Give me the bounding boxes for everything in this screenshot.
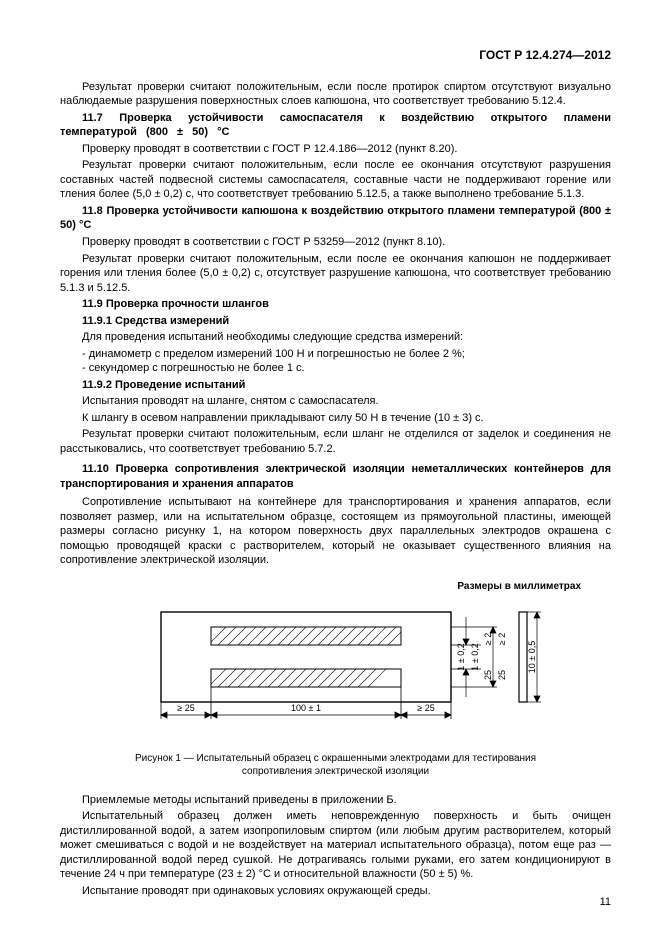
side-view <box>519 612 527 702</box>
dim-t1: 1 ± 0,2 <box>456 643 466 670</box>
figure-drawing: ≥ 25 100 ± 1 ≥ 25 <box>121 597 551 737</box>
dim-width-100: 100 ± 1 <box>291 703 321 713</box>
heading-11-8: 11.8 Проверка устойчивости капюшона к во… <box>60 204 611 233</box>
dim-ge2a: ≥ 2 <box>483 633 493 645</box>
para-conditions: Испытание проводят при одинаковых услови… <box>60 884 611 899</box>
page-number: 11 <box>600 895 611 910</box>
para-specimen: Испытательный образец должен иметь непов… <box>60 809 611 882</box>
para-118-result: Результат проверки считают положительным… <box>60 252 611 296</box>
para-1191-intro: Для проведения испытаний необходимы след… <box>60 330 611 345</box>
dim-ge2b: ≥ 2 <box>497 633 507 645</box>
heading-11-9-1: 11.9.1 Средства измерений <box>60 314 611 329</box>
measure-list: динамометр с пределом измерений 100 Н и … <box>82 347 611 376</box>
para-118-ref: Проверку проводят в соответствии с ГОСТ … <box>60 235 611 250</box>
dim-right-ge25: ≥ 25 <box>417 703 434 713</box>
heading-11-10: 11.10 Проверка сопротивления электрическ… <box>60 462 611 491</box>
dim-t1b: 1 ± 0,2 <box>470 643 480 670</box>
figure-caption: Рисунок 1 — Испытательный образец с окра… <box>60 752 611 779</box>
list-item-stopwatch: секундомер с погрешностью не более 1 с. <box>82 361 611 376</box>
list-item-dynamometer: динамометр с пределом измерений 100 Н и … <box>82 347 611 362</box>
dim-h10: 10 ± 0,5 <box>527 641 537 673</box>
dim-25a: 25 <box>483 670 493 680</box>
electrode-bottom <box>201 659 401 694</box>
para-1192-3: Результат проверки считают положительным… <box>60 427 611 456</box>
page: ГОСТ Р 12.4.274—2012 Результат проверки … <box>0 0 661 936</box>
dim-25b: 25 <box>497 670 507 680</box>
figure-scale-note: Размеры в миллиметрах <box>60 580 611 593</box>
figure-svg-container: ≥ 25 100 ± 1 ≥ 25 <box>60 597 611 742</box>
heading-11-9-2: 11.9.2 Проведение испытаний <box>60 378 611 393</box>
electrode-top <box>201 617 416 652</box>
para-result-5124: Результат проверки считают положительным… <box>60 80 611 109</box>
para-117-result: Результат проверки считают положительным… <box>60 158 611 202</box>
figure-1: Размеры в миллиметрах <box>60 580 611 779</box>
para-1192-1: Испытания проводят на шланге, снятом с с… <box>60 394 611 409</box>
heading-11-7: 11.7 Проверка устойчивости самоспасателя… <box>60 111 611 140</box>
heading-11-9: 11.9 Проверка прочности шлангов <box>60 297 611 312</box>
para-117-ref: Проверку проводят в соответствии с ГОСТ … <box>60 142 611 157</box>
para-annexb: Приемлемые методы испытаний приведены в … <box>60 793 611 808</box>
doc-header: ГОСТ Р 12.4.274—2012 <box>60 48 611 64</box>
para-1110-body: Сопротивление испытывают на контейнере д… <box>60 495 611 568</box>
dim-left-ge25: ≥ 25 <box>177 703 194 713</box>
para-1192-2: К шлангу в осевом направлении прикладыва… <box>60 411 611 426</box>
